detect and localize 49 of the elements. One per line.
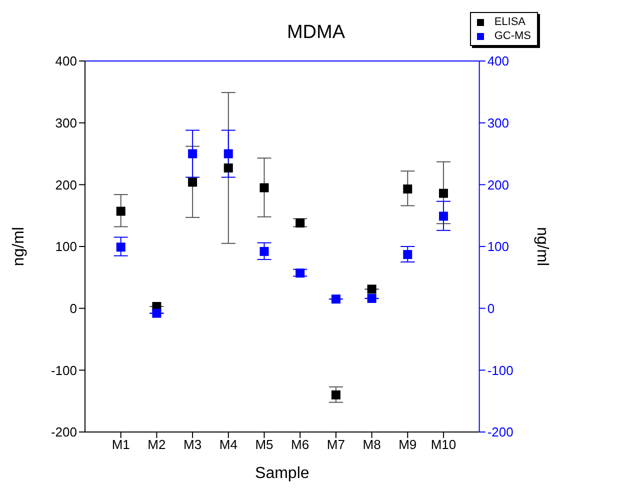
point <box>331 294 340 304</box>
x-tick-label: M10 <box>430 437 456 452</box>
point <box>224 149 233 158</box>
y-tick-label: 400 <box>55 54 77 69</box>
point <box>296 268 305 278</box>
y2-tick-label: 100 <box>487 239 510 254</box>
y-tick-label: -100 <box>50 362 77 378</box>
y-tick-label: -200 <box>50 424 77 440</box>
y2-tick-label: 300 <box>487 115 510 130</box>
y2-tick-label: 400 <box>487 54 510 69</box>
x-tick-label: M8 <box>362 437 381 452</box>
point <box>224 163 233 172</box>
y2-axis-title: ng/ml <box>534 226 551 266</box>
point <box>260 246 269 256</box>
point <box>116 206 126 216</box>
x-axis-title: Sample <box>255 465 310 482</box>
point <box>116 242 126 252</box>
point <box>367 294 376 303</box>
legend-label: ELISA <box>494 15 526 29</box>
point <box>188 149 198 158</box>
x-tick-label: M6 <box>291 437 310 452</box>
y-tick-label: 300 <box>55 115 77 130</box>
y2-tick-label: 200 <box>487 177 510 192</box>
x-tick-label: M7 <box>326 437 345 452</box>
y-tick-label: 0 <box>70 300 77 316</box>
point <box>438 212 448 221</box>
point <box>403 250 412 260</box>
y2-tick-label: -200 <box>487 424 514 440</box>
point <box>403 184 412 194</box>
point <box>367 284 376 294</box>
y-axis-title: ng/ml <box>10 226 28 266</box>
x-tick-label: M9 <box>398 437 417 452</box>
point <box>438 188 448 198</box>
x-tick-label: M4 <box>219 437 238 452</box>
point <box>331 390 340 400</box>
x-tick-label: M1 <box>112 437 130 452</box>
y-tick-label: 100 <box>55 239 77 254</box>
point <box>152 308 162 318</box>
legend-label: GC-MS <box>494 29 531 43</box>
x-tick-label: M5 <box>255 437 274 452</box>
y-tick-label: 200 <box>55 177 77 192</box>
point <box>188 178 198 187</box>
point <box>260 183 269 192</box>
y2-tick-label: 0 <box>487 300 495 316</box>
point <box>296 218 305 228</box>
chart-title: MDMA <box>286 22 346 43</box>
x-tick-label: M3 <box>184 437 202 452</box>
y2-tick-label: -100 <box>487 362 514 378</box>
x-tick-label: M2 <box>148 437 166 452</box>
